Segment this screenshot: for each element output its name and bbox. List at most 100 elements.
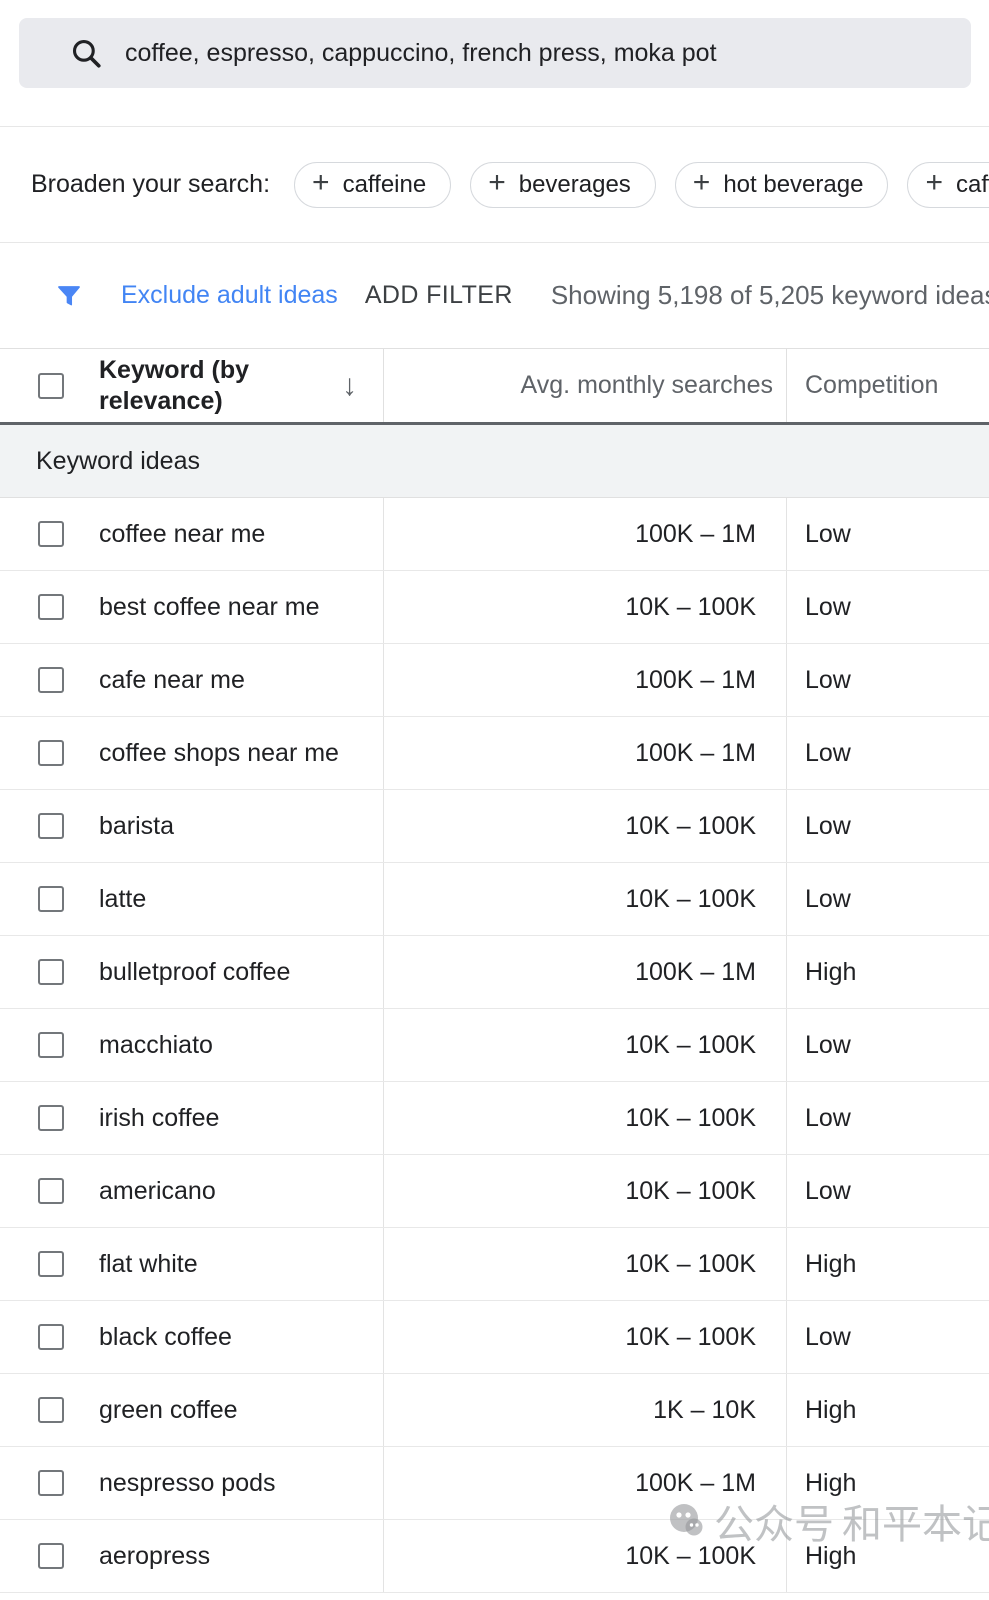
keyword-cell: latte — [0, 863, 383, 935]
keyword-text: coffee near me — [99, 519, 266, 548]
keyword-cell: best coffee near me — [0, 571, 383, 643]
sort-descending-icon[interactable]: ↓ — [342, 368, 357, 402]
table-row: black coffee 10K – 100K Low — [0, 1301, 989, 1374]
plus-icon: + — [312, 166, 330, 199]
table-row: barista 10K – 100K Low — [0, 790, 989, 863]
broaden-chip[interactable]: + hot beverage — [674, 161, 889, 208]
broaden-chip[interactable]: + beverages — [470, 161, 656, 208]
broaden-label: Broaden your search: — [31, 170, 271, 198]
search-section: coffee, espresso, cappuccino, french pre… — [0, 18, 989, 127]
keyword-text: aeropress — [99, 1541, 211, 1570]
keyword-text: coffee shops near me — [99, 738, 339, 767]
table-row: coffee shops near me 100K – 1M Low — [0, 717, 989, 790]
avg-monthly-searches-cell: 10K – 100K — [383, 1009, 786, 1081]
table-row: americano 10K – 100K Low — [0, 1155, 989, 1228]
plus-icon: + — [692, 166, 711, 199]
row-checkbox[interactable] — [38, 1251, 64, 1277]
row-checkbox[interactable] — [38, 521, 64, 547]
keyword-text: nespresso pods — [99, 1468, 276, 1497]
add-filter-button[interactable]: ADD FILTER — [364, 281, 513, 309]
row-checkbox[interactable] — [38, 813, 64, 839]
competition-cell: High — [786, 1374, 989, 1446]
keyword-text: americano — [99, 1176, 216, 1205]
table-row: nespresso pods 100K – 1M High — [0, 1447, 989, 1520]
table-row: bulletproof coffee 100K – 1M High — [0, 936, 989, 1009]
keyword-cell: coffee shops near me — [0, 717, 383, 789]
keyword-cell: green coffee — [0, 1374, 383, 1446]
row-checkbox[interactable] — [38, 594, 64, 620]
avg-monthly-searches-cell: 1K – 10K — [383, 1374, 786, 1446]
competition-cell: Low — [786, 1009, 989, 1081]
row-checkbox[interactable] — [38, 667, 64, 693]
search-input[interactable]: coffee, espresso, cappuccino, french pre… — [19, 18, 971, 88]
competition-cell: High — [786, 1228, 989, 1300]
avg-monthly-searches-cell: 10K – 100K — [383, 1301, 786, 1373]
filter-icon[interactable] — [55, 281, 83, 311]
avg-monthly-searches-cell: 10K – 100K — [383, 571, 786, 643]
competition-cell: Low — [786, 863, 989, 935]
search-query-text: coffee, espresso, cappuccino, french pre… — [125, 38, 717, 67]
avg-monthly-searches-column-header[interactable]: Avg. monthly searches — [383, 349, 786, 422]
competition-cell: Low — [786, 498, 989, 570]
competition-cell: Low — [786, 571, 989, 643]
row-checkbox[interactable] — [38, 740, 64, 766]
table-header-row: Keyword (by relevance) ↓ Avg. monthly se… — [0, 349, 989, 425]
row-checkbox[interactable] — [38, 1032, 64, 1058]
competition-cell: High — [786, 1447, 989, 1519]
table-row: flat white 10K – 100K High — [0, 1228, 989, 1301]
broaden-chip[interactable]: + caffeine — [294, 161, 452, 208]
search-icon — [69, 36, 103, 70]
select-all-checkbox[interactable] — [38, 372, 64, 399]
showing-count-text: Showing 5,198 of 5,205 keyword ideas — [550, 280, 989, 310]
row-checkbox[interactable] — [38, 959, 64, 985]
competition-column-header[interactable]: Competition — [786, 349, 989, 422]
row-checkbox[interactable] — [38, 1543, 64, 1569]
header-keyword-cell: Keyword (by relevance) ↓ — [0, 349, 383, 422]
competition-cell: Low — [786, 717, 989, 789]
keyword-cell: nespresso pods — [0, 1447, 383, 1519]
keyword-column-header[interactable]: Keyword (by relevance) — [99, 355, 250, 415]
keyword-cell: flat white — [0, 1228, 383, 1300]
table-row: macchiato 10K – 100K Low — [0, 1009, 989, 1082]
keyword-text: flat white — [99, 1249, 198, 1278]
keyword-text: best coffee near me — [99, 592, 320, 621]
avg-monthly-searches-cell: 10K – 100K — [383, 1520, 786, 1592]
competition-cell: Low — [786, 1301, 989, 1373]
table-row: aeropress 10K – 100K High — [0, 1520, 989, 1593]
table-row: best coffee near me 10K – 100K Low — [0, 571, 989, 644]
competition-cell: High — [786, 936, 989, 1008]
competition-cell: Low — [786, 1155, 989, 1227]
avg-monthly-searches-cell: 10K – 100K — [383, 1155, 786, 1227]
keyword-table: Keyword (by relevance) ↓ Avg. monthly se… — [0, 348, 989, 1593]
avg-monthly-searches-cell: 100K – 1M — [383, 936, 786, 1008]
table-row: latte 10K – 100K Low — [0, 863, 989, 936]
avg-monthly-searches-cell: 100K – 1M — [383, 717, 786, 789]
broaden-chip[interactable]: + caffein — [907, 161, 989, 208]
row-checkbox[interactable] — [38, 1178, 64, 1204]
keyword-cell: macchiato — [0, 1009, 383, 1081]
keyword-text: bulletproof coffee — [99, 957, 291, 986]
row-checkbox[interactable] — [38, 1105, 64, 1131]
keyword-cell: black coffee — [0, 1301, 383, 1373]
keyword-text: green coffee — [99, 1395, 238, 1424]
exclude-adult-ideas-link[interactable]: Exclude adult ideas — [121, 281, 338, 309]
row-checkbox[interactable] — [38, 1324, 64, 1350]
keyword-text: black coffee — [99, 1322, 232, 1351]
table-row: irish coffee 10K – 100K Low — [0, 1082, 989, 1155]
row-checkbox[interactable] — [38, 886, 64, 912]
table-row: coffee near me 100K – 1M Low — [0, 498, 989, 571]
row-checkbox[interactable] — [38, 1397, 64, 1423]
avg-monthly-searches-cell: 100K – 1M — [383, 644, 786, 716]
keyword-text: latte — [99, 884, 147, 913]
competition-cell: Low — [786, 1082, 989, 1154]
table-row: cafe near me 100K – 1M Low — [0, 644, 989, 717]
keyword-cell: barista — [0, 790, 383, 862]
keyword-cell: irish coffee — [0, 1082, 383, 1154]
broaden-section: Broaden your search: + caffeine + bevera… — [0, 127, 989, 243]
avg-monthly-searches-cell: 100K – 1M — [383, 498, 786, 570]
keyword-cell: aeropress — [0, 1520, 383, 1592]
avg-monthly-searches-cell: 10K – 100K — [383, 1082, 786, 1154]
row-checkbox[interactable] — [38, 1470, 64, 1496]
table-row: green coffee 1K – 10K High — [0, 1374, 989, 1447]
